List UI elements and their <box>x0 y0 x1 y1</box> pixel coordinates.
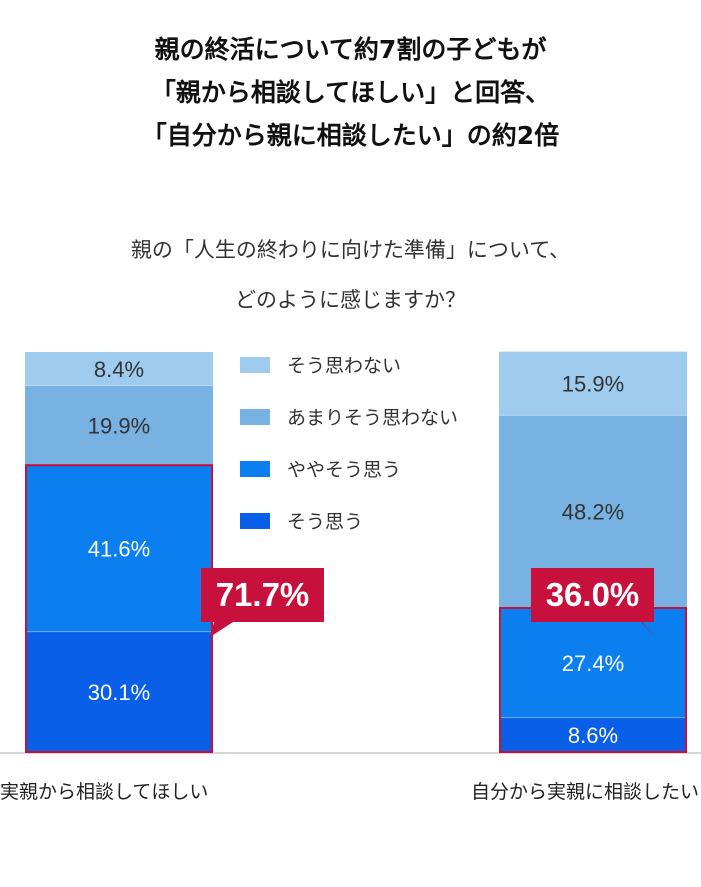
value-label-1-0: 8.6% <box>568 723 618 748</box>
value-label-0-3: 8.4% <box>94 357 144 382</box>
value-label-0-1: 41.6% <box>88 536 150 561</box>
legend-swatch-1 <box>240 409 270 425</box>
bar-segment-0-0 <box>25 631 213 752</box>
title-line-1: 親の終活について約7割の子どもが <box>154 35 547 64</box>
bar-segment-1-3 <box>499 351 687 416</box>
question-line-1: 親の「人生の終わりに向けた準備」について、 <box>130 238 571 262</box>
bar-segment-1-0 <box>499 717 687 752</box>
x-label-0: 実親から相談してほしい <box>0 781 209 803</box>
callout-value-0: 71.7% <box>216 576 310 613</box>
legend-label-2: ややそう思う <box>287 459 401 481</box>
value-label-1-2: 48.2% <box>562 500 624 525</box>
legend-swatch-3 <box>240 513 270 529</box>
value-label-0-0: 30.1% <box>88 680 150 705</box>
bar-segment-0-3 <box>25 352 213 386</box>
legend-swatch-0 <box>240 357 270 373</box>
bar-segment-1-1 <box>499 608 687 718</box>
chart-title: 親の終活について約7割の子どもが 「親から相談してほしい」と回答、 「自分から親… <box>0 28 701 157</box>
bar-segment-0-1 <box>25 465 213 632</box>
callout-bubble-1 <box>531 568 655 637</box>
legend-label-1: あまりそう思わない <box>287 407 458 429</box>
callout-bubble-0 <box>201 568 324 637</box>
survey-question: 親の「人生の終わりに向けた準備」について、 どのように感じますか？ <box>0 225 701 325</box>
question-line-2: どのように感じますか？ <box>235 288 466 312</box>
value-label-1-1: 27.4% <box>562 651 624 676</box>
legend-label-0: そう思わない <box>287 355 401 377</box>
legend-label-3: そう思う <box>287 511 363 533</box>
bar-segment-0-2 <box>25 385 213 466</box>
value-label-0-2: 19.9% <box>88 413 150 438</box>
x-label-1: 自分から実親に相談したい <box>470 781 699 803</box>
value-label-1-3: 15.9% <box>562 371 624 396</box>
title-line-3: 「自分から親に相談したい」の約2倍 <box>141 121 560 150</box>
legend-swatch-2 <box>240 461 270 477</box>
callout-value-1: 36.0% <box>546 576 640 613</box>
title-line-2: 「親から相談してほしい」と回答、 <box>150 78 551 107</box>
